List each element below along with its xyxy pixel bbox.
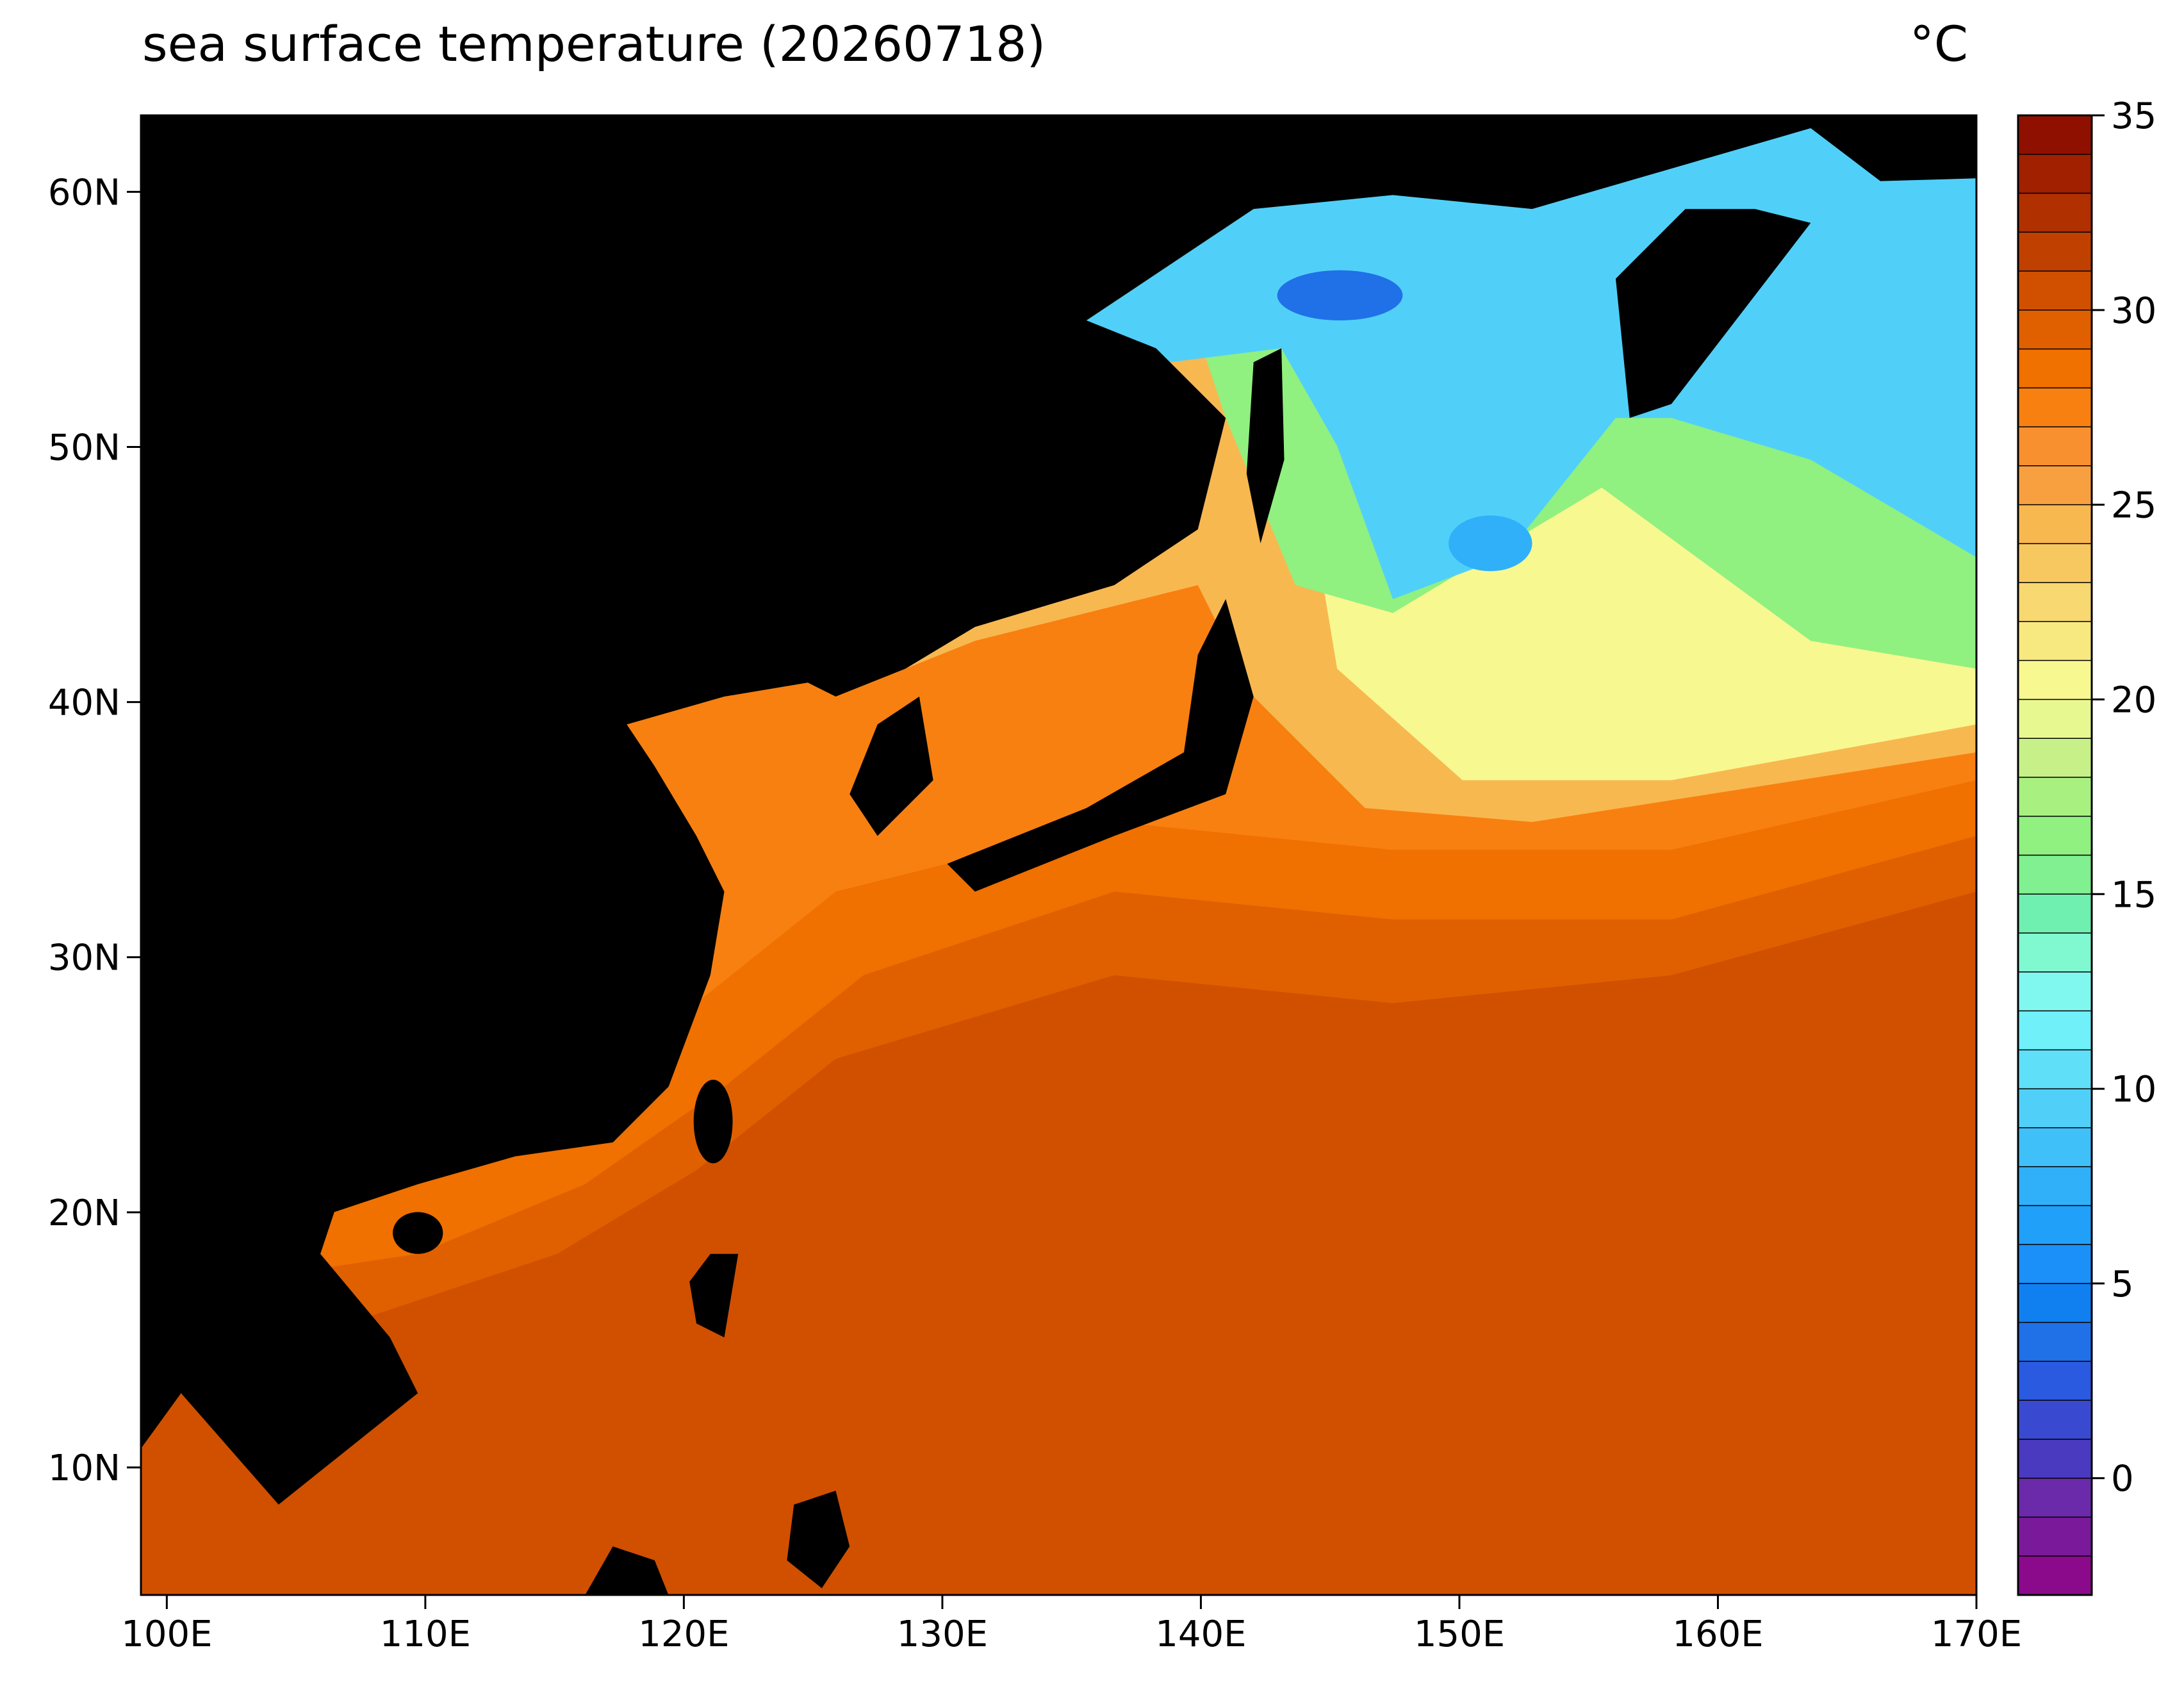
colorbar-segment	[2018, 816, 2092, 855]
colorbar-segment	[2018, 1166, 2092, 1206]
y-tick-label: 40N	[48, 682, 120, 724]
x-tick-label: 100E	[121, 1614, 212, 1655]
land	[689, 1253, 739, 1338]
y-tick-label: 60N	[48, 172, 120, 213]
colorbar-segment	[2018, 1283, 2092, 1323]
land	[850, 697, 933, 836]
colorbar-segment	[2018, 1361, 2092, 1401]
x-tick-label: 140E	[1155, 1614, 1246, 1655]
colorbar-tick-label: 15	[2111, 874, 2156, 916]
colorbar-segment	[2018, 1127, 2092, 1167]
colorbar-segment	[2018, 699, 2092, 739]
colorbar-frame	[2017, 114, 2093, 1596]
cold-spot	[1449, 515, 1532, 572]
x-tick-label: 150E	[1414, 1614, 1505, 1655]
colorbar-segment	[2018, 427, 2092, 466]
colorbar-tick-label: 20	[2111, 679, 2156, 721]
colorbar-segment	[2018, 621, 2092, 661]
colorbar-segment	[2018, 660, 2092, 700]
colorbar-tick-label: 30	[2111, 290, 2156, 332]
colorbar-segment	[2018, 388, 2092, 427]
land	[1246, 348, 1285, 543]
land	[947, 599, 1254, 892]
colorbar-segment	[2018, 310, 2092, 349]
colorbar-tick-label: 35	[2111, 95, 2156, 137]
plot-frame	[140, 114, 1978, 1596]
y-tick-label: 50N	[48, 427, 120, 469]
colorbar-segment	[2018, 1050, 2092, 1089]
land	[787, 1491, 850, 1589]
colorbar-segment	[2018, 115, 2092, 154]
colorbar-segment	[2018, 232, 2092, 272]
colorbar-segment	[2018, 582, 2092, 622]
colorbar-segment	[2018, 933, 2092, 972]
colorbar-segment	[2018, 1089, 2092, 1128]
colorbar-segment	[2018, 1244, 2092, 1284]
colorbar-segment	[2018, 1439, 2092, 1478]
colorbar-tick-label: 10	[2111, 1069, 2156, 1111]
land	[585, 1546, 669, 1595]
colorbar-segment	[2018, 1011, 2092, 1050]
y-tick-label: 30N	[48, 937, 120, 979]
sst-field	[141, 115, 1976, 1595]
land	[393, 1212, 443, 1254]
x-tick-label: 170E	[1931, 1614, 2022, 1655]
colorbar-segment	[2018, 1556, 2092, 1595]
colorbar-segment	[2018, 349, 2092, 388]
x-tick-label: 110E	[380, 1614, 471, 1655]
x-tick-label: 120E	[638, 1614, 729, 1655]
colorbar-segment	[2018, 1517, 2092, 1557]
land	[693, 1079, 733, 1164]
chart-title: sea surface temperature (20260718)	[142, 15, 1046, 72]
colorbar-segment	[2018, 738, 2092, 777]
colorbar-segment	[2018, 271, 2092, 310]
colorbar-segment	[2018, 543, 2092, 583]
colorbar-segment	[2018, 504, 2092, 544]
x-tick-label: 130E	[897, 1614, 988, 1655]
colorbar-segment	[2018, 894, 2092, 934]
colorbar-segment	[2018, 1205, 2092, 1245]
colorbar-tick-label: 25	[2111, 485, 2156, 527]
colorbar-segment	[2018, 1322, 2092, 1362]
colorbar-tick-label: 5	[2111, 1264, 2134, 1305]
land	[141, 115, 1976, 1505]
colorbar-segment	[2018, 855, 2092, 895]
unit-label: °C	[1910, 15, 1968, 72]
colorbar-segment	[2018, 1478, 2092, 1517]
land	[1615, 209, 1811, 418]
colorbar-segment	[2018, 465, 2092, 505]
colorbar-segment	[2018, 154, 2092, 194]
map-field	[141, 115, 1976, 1595]
colorbar-segment	[2018, 1400, 2092, 1439]
cold-spot	[1277, 270, 1403, 321]
colorbar-segment	[2018, 971, 2092, 1011]
y-tick-label: 20N	[48, 1193, 120, 1234]
x-tick-label: 160E	[1672, 1614, 1763, 1655]
colorbar-segment	[2018, 193, 2092, 233]
colorbar-tick-label: 0	[2111, 1458, 2134, 1500]
y-tick-label: 10N	[48, 1448, 120, 1489]
colorbar-segment	[2018, 777, 2092, 816]
